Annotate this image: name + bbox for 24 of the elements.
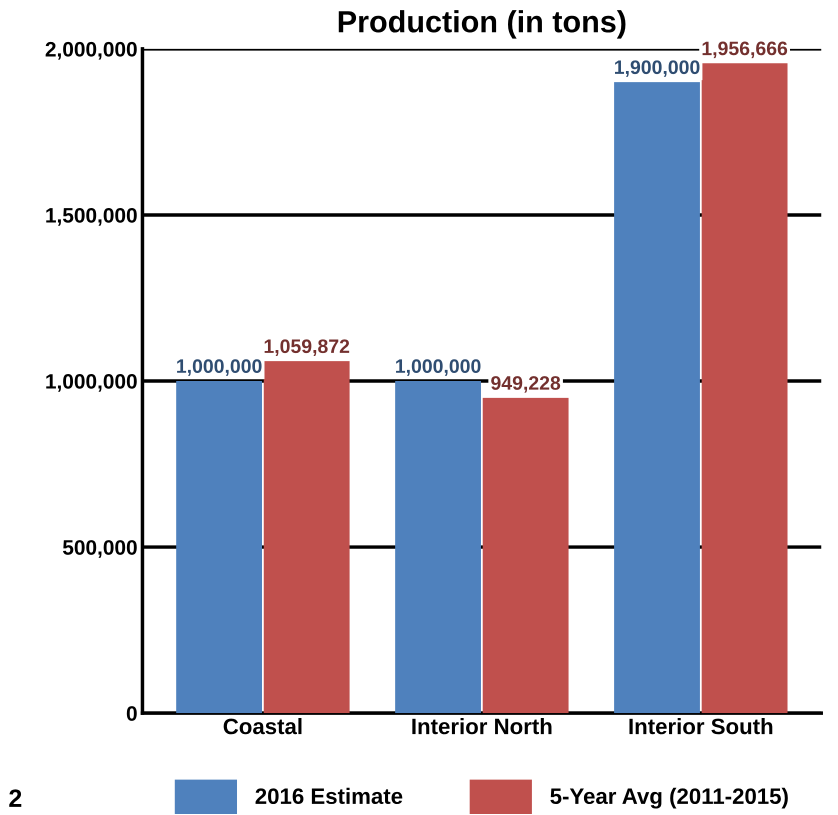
x-tick-label: Interior North [412, 718, 552, 734]
bar [264, 361, 350, 714]
bar [614, 82, 700, 714]
data-label: 1,000,000 [177, 359, 262, 376]
data-label: 1,059,872 [264, 339, 350, 356]
legend-label: 2016 Estimate [256, 788, 402, 804]
y-tick-label: 2,000,000 [46, 42, 137, 60]
bar [702, 63, 788, 714]
y-tick-label: 1,500,000 [46, 208, 137, 226]
x-tick-label: Interior South [629, 718, 772, 734]
chart-title: Production (in tons) [338, 10, 626, 39]
y-tick-label: 0 [126, 706, 137, 721]
text: 2 [9, 789, 22, 807]
y-tick-label: 1,000,000 [46, 374, 137, 392]
bar [482, 398, 569, 714]
bar [176, 381, 262, 714]
data-label: 949,228 [491, 376, 560, 393]
bar [395, 381, 481, 714]
legend-label: 5-Year Avg (2011-2015) [550, 788, 788, 809]
y-tick-label: 500,000 [62, 540, 137, 558]
data-label: 1,900,000 [614, 60, 700, 77]
x-tick-label: Coastal [224, 718, 302, 734]
data-label: 1,956,666 [702, 42, 788, 58]
data-label: 1,000,000 [396, 359, 481, 376]
